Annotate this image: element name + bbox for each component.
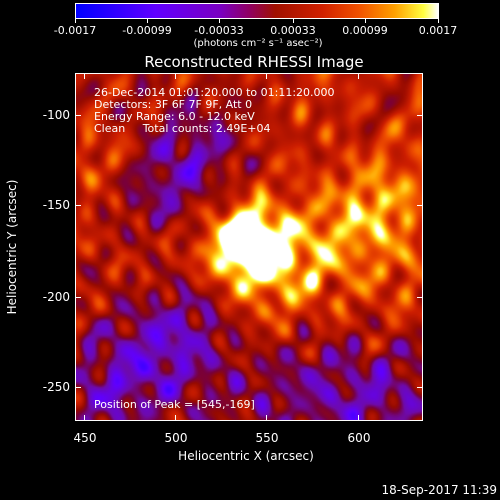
- y-tick: [75, 387, 81, 388]
- x-tick: [358, 73, 359, 79]
- colorbar: [75, 3, 439, 19]
- plot-area: [75, 73, 423, 421]
- colorbar-tick-label: 0.0017: [418, 24, 458, 37]
- colorbar-tick: [147, 18, 148, 23]
- y-tick: [417, 297, 423, 298]
- x-tick-label: 450: [73, 431, 97, 445]
- x-tick: [266, 415, 267, 421]
- time-range-annotation: 26-Dec-2014 01:01:20.000 to 01:11:20.000: [94, 86, 335, 99]
- plot-title: Reconstructed RHESSI Image: [144, 53, 364, 71]
- y-tick-label: -200: [42, 290, 70, 304]
- y-tick: [417, 115, 423, 116]
- x-tick: [266, 73, 267, 79]
- clean-counts-annotation: Clean Total counts: 2.49E+04: [94, 122, 271, 135]
- x-tick: [358, 415, 359, 421]
- flux-heatmap: [75, 73, 423, 421]
- x-tick-label: 550: [255, 431, 279, 445]
- colorbar-tick-label: -0.00033: [194, 24, 244, 37]
- peak-position-annotation: Position of Peak = [545,-169]: [94, 398, 255, 411]
- y-tick: [75, 205, 81, 206]
- x-tick-label: 600: [347, 431, 371, 445]
- x-tick-label: 500: [164, 431, 188, 445]
- colorbar-tick-label: 0.00033: [270, 24, 316, 37]
- x-tick: [84, 415, 85, 421]
- y-tick: [75, 115, 81, 116]
- colorbar-tick-label: 0.00099: [342, 24, 388, 37]
- colorbar-tick-label: -0.00099: [122, 24, 172, 37]
- y-tick: [417, 205, 423, 206]
- colorbar-unit-label: (photons cm⁻² s⁻¹ asec⁻²): [193, 38, 323, 49]
- colorbar-tick: [365, 18, 366, 23]
- y-tick: [75, 297, 81, 298]
- x-tick: [175, 73, 176, 79]
- colorbar-tick-label: -0.0017: [53, 24, 97, 37]
- x-axis-label: Heliocentric X (arcsec): [178, 449, 314, 463]
- y-tick-label: -150: [42, 198, 70, 212]
- footer-timestamp: 18-Sep-2017 11:39: [381, 483, 497, 497]
- colorbar-tick: [75, 18, 76, 23]
- y-tick: [417, 387, 423, 388]
- y-tick-label: -100: [42, 108, 70, 122]
- colorbar-tick: [438, 18, 439, 23]
- colorbar-tick: [219, 18, 220, 23]
- energy-range-annotation: Energy Range: 6.0 - 12.0 keV: [94, 110, 255, 123]
- x-tick: [175, 415, 176, 421]
- colorbar-tick: [293, 18, 294, 23]
- x-tick: [84, 73, 85, 79]
- detectors-annotation: Detectors: 3F 6F 7F 9F, Att 0: [94, 98, 253, 111]
- y-tick-label: -250: [42, 380, 70, 394]
- y-axis-label: Heliocentric Y (arcsec): [5, 179, 19, 315]
